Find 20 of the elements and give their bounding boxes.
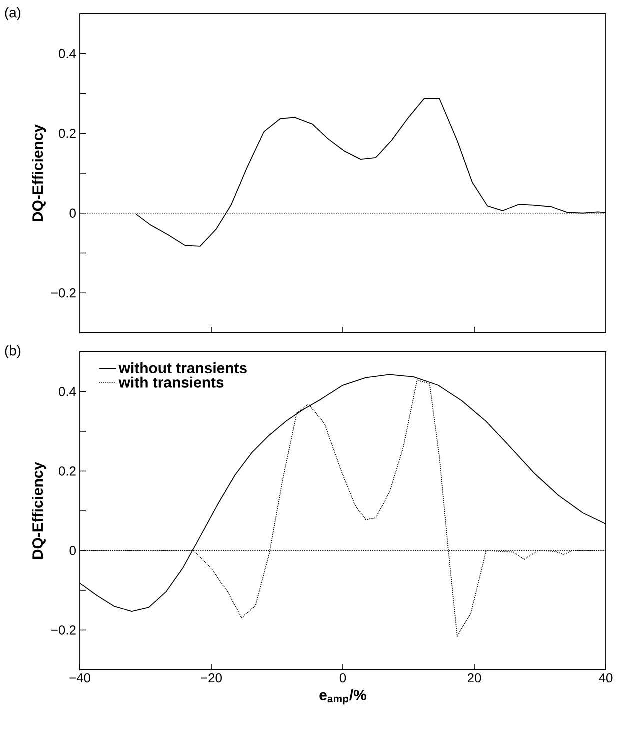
chart-title: (b) bbox=[5, 346, 21, 359]
text: e$_{amp}$/% bbox=[320, 690, 366, 705]
y-tick-label: −0.2 bbox=[52, 288, 76, 298]
y-tick-label: 0.2 bbox=[58, 129, 76, 138]
y-axis-title: DQ-Efficiency bbox=[32, 124, 46, 222]
y-tick-label: 0.4 bbox=[58, 387, 76, 396]
y-tick-label: 0 bbox=[70, 546, 76, 556]
y-tick-label: 0.2 bbox=[58, 466, 76, 476]
legend-label: without transients bbox=[118, 362, 247, 374]
x-tick-label: 20 bbox=[468, 674, 482, 683]
legend-label: with transients bbox=[118, 376, 224, 388]
x-tick-label: −40 bbox=[70, 674, 90, 683]
x-tick-label: 0 bbox=[340, 674, 346, 683]
chart-title: (a) bbox=[5, 8, 21, 21]
y-tick-label: 0 bbox=[70, 208, 76, 218]
x-tick-label: 40 bbox=[599, 674, 613, 683]
y-tick-label: −0.2 bbox=[52, 626, 76, 635]
y-axis-title: DQ-Efficiency bbox=[32, 462, 46, 559]
y-tick-label: 0.4 bbox=[58, 49, 76, 58]
x-tick-label: −20 bbox=[201, 674, 222, 683]
